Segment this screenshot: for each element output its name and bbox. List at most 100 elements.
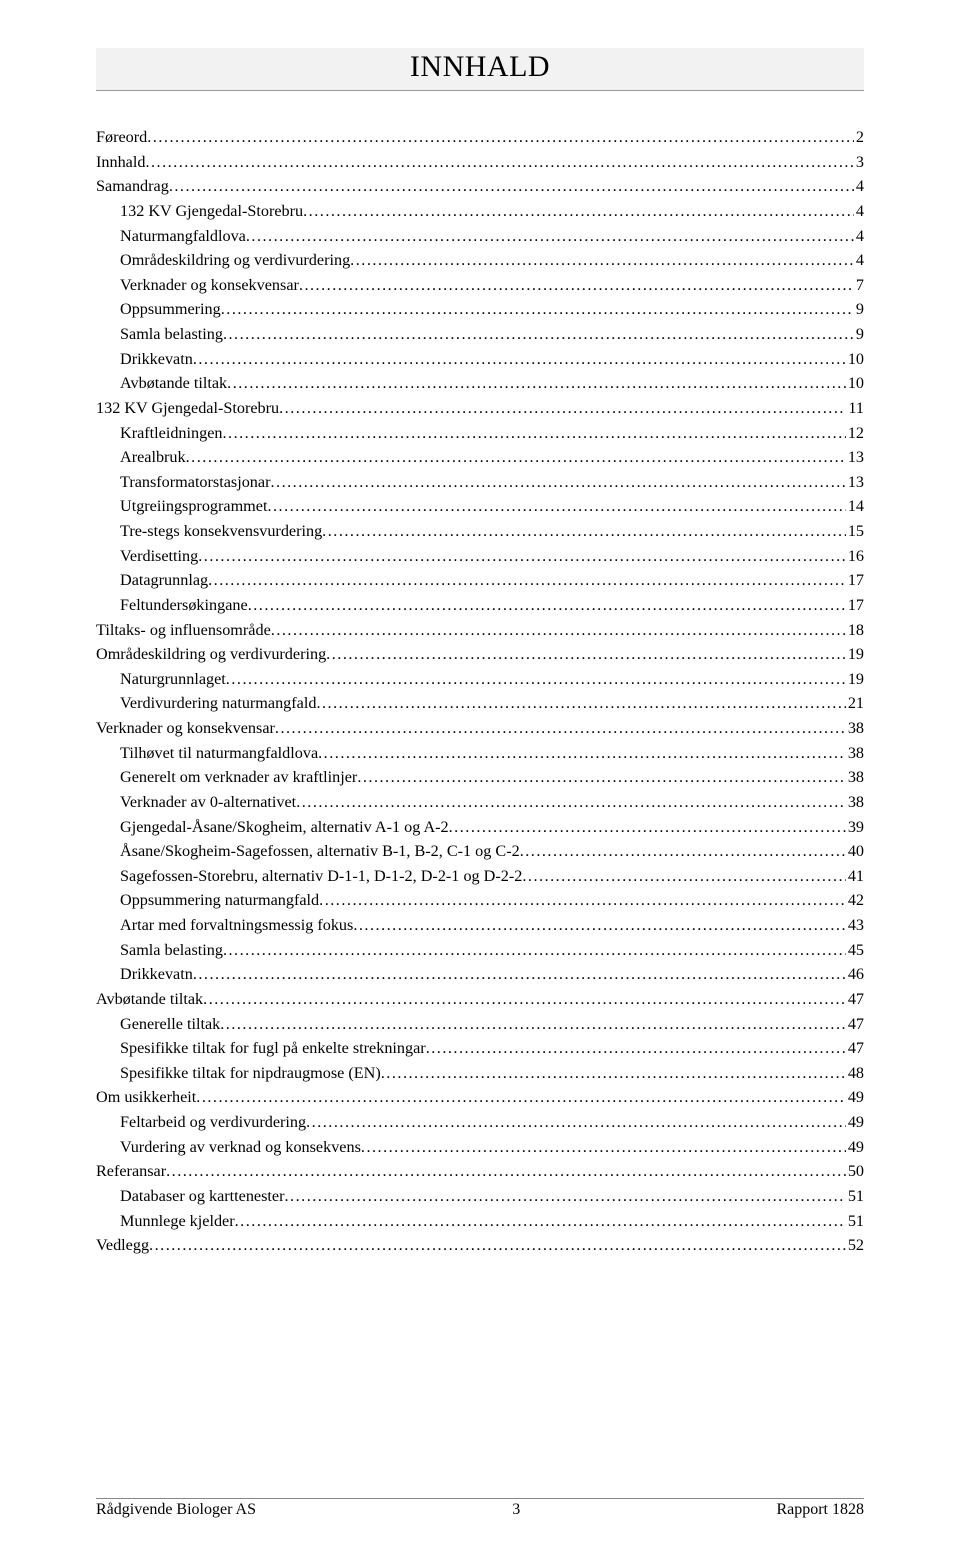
toc-leader-dots bbox=[520, 839, 846, 864]
toc-leader-dots bbox=[267, 494, 845, 519]
toc-row: Verdivurdering naturmangfald 21 bbox=[96, 691, 864, 716]
toc-leader-dots bbox=[322, 519, 846, 544]
toc-row: Artar med forvaltningsmessig fokus43 bbox=[96, 913, 864, 938]
toc-row: Åsane/Skogheim-Sagefossen, alternativ B-… bbox=[96, 839, 864, 864]
toc-page-number: 49 bbox=[846, 1085, 864, 1110]
toc-label: Avbøtande tiltak bbox=[96, 987, 203, 1012]
toc-page-number: 52 bbox=[846, 1233, 864, 1258]
toc-leader-dots bbox=[193, 962, 846, 987]
toc-leader-dots bbox=[227, 371, 846, 396]
toc-page-number: 9 bbox=[854, 297, 864, 322]
toc-label: Kraftleidningen bbox=[120, 421, 222, 446]
toc-label: Databaser og karttenester bbox=[120, 1184, 285, 1209]
toc-page-number: 38 bbox=[846, 765, 864, 790]
toc-label: Verknader og konsekvensar bbox=[120, 273, 299, 298]
toc-row: Tre-stegs konsekvensvurdering15 bbox=[96, 519, 864, 544]
toc-row: Verknader og konsekvensar7 bbox=[96, 273, 864, 298]
toc-label: Feltundersøkingane bbox=[120, 593, 248, 618]
toc-label: Spesifikke tiltak for fugl på enkelte st… bbox=[120, 1036, 426, 1061]
toc-label: 132 KV Gjengedal-Storebru bbox=[96, 396, 279, 421]
table-of-contents: Føreord2Innhald3Samandrag4132 KV Gjenged… bbox=[96, 125, 864, 1258]
toc-page-number: 14 bbox=[846, 494, 864, 519]
toc-row: Referansar 50 bbox=[96, 1159, 864, 1184]
toc-leader-dots bbox=[226, 667, 846, 692]
toc-page-number: 47 bbox=[846, 1012, 864, 1037]
toc-leader-dots bbox=[275, 716, 846, 741]
toc-row: Tilhøvet til naturmangfaldlova38 bbox=[96, 741, 864, 766]
toc-leader-dots bbox=[223, 938, 846, 963]
footer-left: Rådgivende Biologer AS bbox=[96, 1501, 256, 1519]
toc-label: Generelt om verknader av kraftlinjer bbox=[120, 765, 357, 790]
title-bar: INNHALD bbox=[96, 48, 864, 91]
toc-label: Områdeskildring og verdivurdering bbox=[96, 642, 326, 667]
toc-leader-dots bbox=[149, 1233, 846, 1258]
toc-row: Feltarbeid og verdivurdering49 bbox=[96, 1110, 864, 1135]
toc-page-number: 17 bbox=[846, 568, 864, 593]
toc-row: Datagrunnlag17 bbox=[96, 568, 864, 593]
toc-page-number: 19 bbox=[846, 667, 864, 692]
toc-page-number: 3 bbox=[854, 150, 864, 175]
toc-leader-dots bbox=[223, 322, 854, 347]
toc-leader-dots bbox=[221, 297, 854, 322]
toc-page-number: 19 bbox=[846, 642, 864, 667]
toc-page-number: 13 bbox=[846, 445, 864, 470]
toc-leader-dots bbox=[381, 1061, 846, 1086]
toc-row: Samla belasting45 bbox=[96, 938, 864, 963]
toc-row: 132 KV Gjengedal-Storebru11 bbox=[96, 396, 864, 421]
toc-page-number: 41 bbox=[846, 864, 864, 889]
toc-row: Verknader av 0-alternativet38 bbox=[96, 790, 864, 815]
toc-label: Artar med forvaltningsmessig fokus bbox=[120, 913, 353, 938]
toc-leader-dots bbox=[193, 347, 846, 372]
toc-leader-dots bbox=[285, 1184, 846, 1209]
toc-row: Gjengedal-Åsane/Skogheim, alternativ A-1… bbox=[96, 815, 864, 840]
toc-row: Vedlegg52 bbox=[96, 1233, 864, 1258]
toc-leader-dots bbox=[318, 741, 846, 766]
toc-label: Oppsummering naturmangfald bbox=[120, 888, 319, 913]
toc-label: Arealbruk bbox=[120, 445, 186, 470]
toc-label: Drikkevatn bbox=[120, 347, 193, 372]
toc-label: Føreord bbox=[96, 125, 147, 150]
toc-leader-dots bbox=[449, 815, 846, 840]
toc-label: Naturmangfaldlova bbox=[120, 224, 246, 249]
toc-label: Om usikkerheit bbox=[96, 1085, 196, 1110]
toc-label: Naturgrunnlaget bbox=[120, 667, 226, 692]
toc-leader-dots bbox=[271, 618, 846, 643]
toc-row: Spesifikke tiltak for fugl på enkelte st… bbox=[96, 1036, 864, 1061]
toc-leader-dots bbox=[306, 1110, 846, 1135]
toc-label: Områdeskildring og verdivurdering bbox=[120, 248, 350, 273]
toc-leader-dots bbox=[270, 470, 845, 495]
toc-leader-dots bbox=[246, 224, 854, 249]
toc-label: Verdivurdering naturmangfald bbox=[120, 691, 316, 716]
toc-row: Avbøtande tiltak10 bbox=[96, 371, 864, 396]
toc-leader-dots bbox=[361, 1135, 846, 1160]
toc-page-number: 21 bbox=[846, 691, 864, 716]
toc-row: Vurdering av verknad og konsekvens49 bbox=[96, 1135, 864, 1160]
toc-row: Arealbruk 13 bbox=[96, 445, 864, 470]
toc-page-number: 10 bbox=[846, 347, 864, 372]
toc-page-number: 18 bbox=[846, 618, 864, 643]
toc-label: Samla belasting bbox=[120, 938, 223, 963]
toc-page-number: 50 bbox=[846, 1159, 864, 1184]
toc-label: Oppsummering bbox=[120, 297, 221, 322]
toc-leader-dots bbox=[299, 273, 854, 298]
toc-row: Utgreiingsprogrammet14 bbox=[96, 494, 864, 519]
toc-row: Databaser og karttenester51 bbox=[96, 1184, 864, 1209]
toc-label: Avbøtande tiltak bbox=[120, 371, 227, 396]
toc-row: 132 KV Gjengedal-Storebru4 bbox=[96, 199, 864, 224]
toc-label: Referansar bbox=[96, 1159, 166, 1184]
toc-label: Munnlege kjelder bbox=[120, 1209, 235, 1234]
toc-leader-dots bbox=[198, 544, 846, 569]
toc-leader-dots bbox=[147, 125, 854, 150]
toc-page-number: 47 bbox=[846, 987, 864, 1012]
toc-page-number: 13 bbox=[846, 470, 864, 495]
toc-label: Drikkevatn bbox=[120, 962, 193, 987]
toc-page-number: 49 bbox=[846, 1135, 864, 1160]
toc-leader-dots bbox=[220, 1012, 846, 1037]
toc-leader-dots bbox=[296, 790, 846, 815]
toc-page-number: 9 bbox=[854, 322, 864, 347]
toc-page-number: 4 bbox=[854, 199, 864, 224]
toc-row: Transformatorstasjonar13 bbox=[96, 470, 864, 495]
toc-row: Munnlege kjelder51 bbox=[96, 1209, 864, 1234]
toc-leader-dots bbox=[353, 913, 845, 938]
toc-leader-dots bbox=[166, 1159, 846, 1184]
